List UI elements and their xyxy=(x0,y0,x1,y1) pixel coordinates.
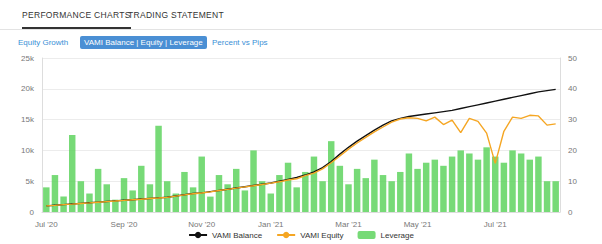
svg-text:Mar '21: Mar '21 xyxy=(335,220,362,229)
svg-text:Jul '20: Jul '20 xyxy=(35,220,58,229)
svg-text:0: 0 xyxy=(30,208,35,217)
svg-text:25k: 25k xyxy=(21,54,35,63)
svg-text:Leverage: Leverage xyxy=(381,231,415,240)
svg-text:5k: 5k xyxy=(26,177,35,186)
svg-text:May '21: May '21 xyxy=(404,220,432,229)
html-text:PERFORMANCE CHARTS: PERFORMANCE CHARTS xyxy=(22,10,131,20)
svg-text:40: 40 xyxy=(568,84,577,93)
svg-text:VAMI Balance: VAMI Balance xyxy=(212,231,263,240)
html-text:TRADING STATEMENT: TRADING STATEMENT xyxy=(128,10,224,20)
svg-text:20k: 20k xyxy=(21,84,35,93)
svg-text:50: 50 xyxy=(568,54,577,63)
svg-text:Nov '20: Nov '20 xyxy=(188,220,215,229)
svg-text:20: 20 xyxy=(568,146,577,155)
svg-text:10k: 10k xyxy=(21,146,35,155)
svg-text:10: 10 xyxy=(568,177,577,186)
svg-text:Jul '21: Jul '21 xyxy=(484,220,507,229)
svg-text:15k: 15k xyxy=(21,115,35,124)
svg-text:30: 30 xyxy=(568,115,577,124)
svg-text:0: 0 xyxy=(568,208,573,217)
html-text:Equity Growth: Equity Growth xyxy=(18,38,69,47)
svg-text:VAMI Equity: VAMI Equity xyxy=(300,231,343,240)
svg-text:Sep '20: Sep '20 xyxy=(111,220,138,229)
html-text:Percent vs Pips: Percent vs Pips xyxy=(212,38,268,47)
svg-text:Jan '21: Jan '21 xyxy=(258,220,284,229)
html-text:VAMI Balance | Equity | Levera: VAMI Balance | Equity | Leverage xyxy=(84,38,203,47)
